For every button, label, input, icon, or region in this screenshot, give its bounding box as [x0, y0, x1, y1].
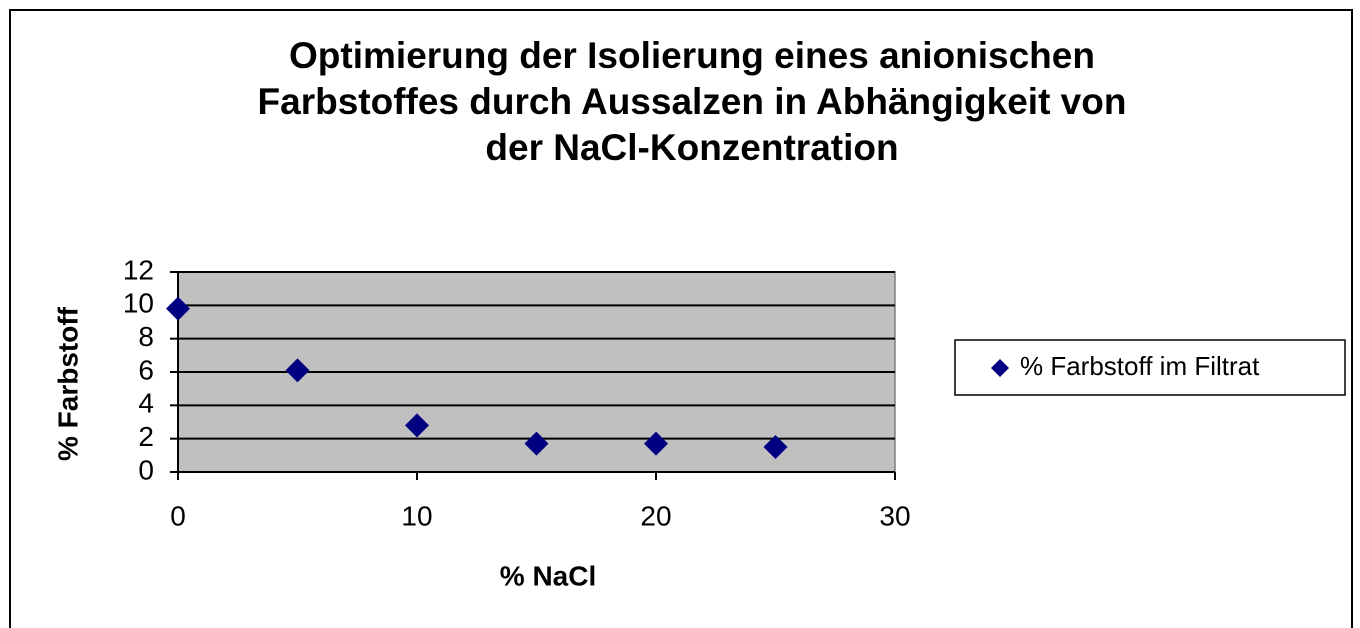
- y-tick-label: 4: [138, 388, 154, 419]
- point: [644, 431, 668, 456]
- point: [166, 296, 190, 321]
- x-tick-label: 0: [170, 500, 186, 531]
- y-tick-label: 12: [123, 254, 154, 285]
- point: [285, 358, 310, 383]
- chart-title: Optimierung der Isolierung eines anionis…: [289, 35, 1095, 76]
- point: [763, 435, 788, 459]
- y-tick-label: 8: [138, 321, 154, 352]
- x-tick-label: 20: [640, 500, 671, 531]
- x-axis-label: % NaCl: [500, 560, 596, 591]
- point: [524, 431, 549, 456]
- chart-title: der NaCl-Konzentration: [485, 127, 898, 168]
- point: [405, 413, 429, 438]
- y-tick-label: 0: [138, 454, 154, 485]
- y-tick-label: 6: [138, 354, 154, 385]
- y-tick-label: 10: [123, 288, 154, 319]
- x-tick-label: 30: [879, 500, 910, 531]
- y-tick-label: 2: [138, 421, 154, 452]
- y-axis-label: % Farbstoff: [52, 306, 83, 461]
- legend-box: [954, 339, 1346, 396]
- legend-marker: [991, 359, 1009, 377]
- chart-title: Farbstoffes durch Aussalzen in Abhängigk…: [258, 81, 1127, 122]
- x-tick-label: 10: [401, 500, 432, 531]
- legend-label: % Farbstoff im Filtrat: [1020, 351, 1260, 381]
